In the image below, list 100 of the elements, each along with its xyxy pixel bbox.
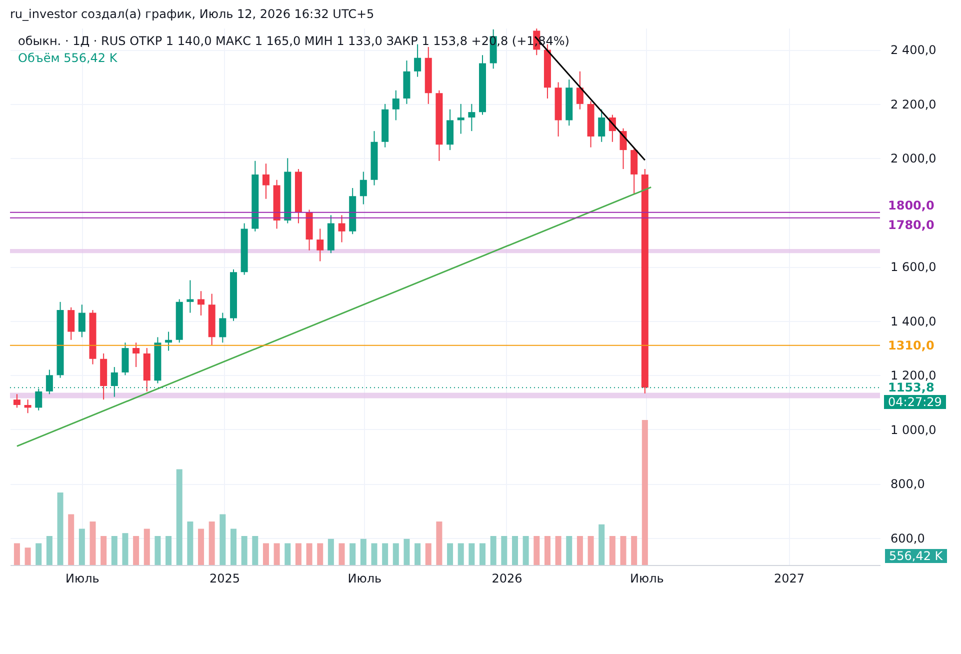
bar bbox=[306, 543, 312, 565]
bar bbox=[642, 420, 648, 565]
candlestick bbox=[219, 312, 226, 344]
ref-line-label: 1310,0 bbox=[888, 338, 934, 352]
y-tick-label: 1 200,0 bbox=[890, 368, 936, 383]
bar bbox=[425, 543, 432, 565]
bar bbox=[631, 536, 638, 565]
x-tick-label: Июль bbox=[348, 572, 382, 586]
text: 04:27:29 bbox=[884, 395, 946, 409]
annotation: Объём 556,42 K bbox=[18, 51, 118, 65]
bar bbox=[220, 514, 226, 565]
bar bbox=[36, 543, 42, 565]
x-tick-label: 2026 bbox=[492, 572, 522, 586]
text: 556,42 K bbox=[885, 549, 947, 563]
bar bbox=[338, 543, 345, 565]
bar bbox=[100, 536, 107, 565]
bar bbox=[598, 524, 605, 565]
bar bbox=[480, 543, 486, 565]
bar bbox=[241, 536, 248, 565]
candlestick bbox=[68, 306, 75, 340]
candlestick bbox=[598, 108, 606, 142]
bar bbox=[274, 543, 280, 565]
bar bbox=[566, 536, 572, 565]
bar bbox=[522, 536, 529, 565]
ref-line-label: 1153,8 bbox=[888, 380, 934, 395]
x-tick-label: Июль bbox=[66, 572, 100, 586]
bar bbox=[534, 536, 540, 565]
text: ru_investor создал(а) график, Июль 12, 2026 16:32 UTC+5 bbox=[10, 7, 374, 21]
bar bbox=[133, 536, 140, 565]
bar bbox=[230, 528, 236, 565]
bar bbox=[350, 543, 356, 565]
bar bbox=[447, 543, 454, 565]
bar bbox=[414, 543, 421, 565]
bar bbox=[262, 543, 269, 565]
bar bbox=[360, 538, 366, 565]
bar bbox=[154, 536, 161, 565]
bar bbox=[490, 536, 496, 565]
candlestick bbox=[414, 44, 422, 78]
bar bbox=[328, 538, 334, 565]
candlestick bbox=[360, 171, 367, 205]
candlestick bbox=[392, 90, 400, 121]
bar bbox=[620, 536, 626, 565]
bar bbox=[46, 536, 52, 565]
candlestick bbox=[13, 394, 20, 408]
bar bbox=[468, 543, 475, 565]
y-tick-label: 600,0 bbox=[890, 531, 925, 546]
bar bbox=[208, 522, 215, 565]
x-tick-label: 2027 bbox=[774, 572, 805, 586]
bar bbox=[111, 536, 118, 565]
bar bbox=[144, 528, 150, 565]
candlestick bbox=[468, 103, 476, 132]
candlestick bbox=[132, 342, 140, 368]
bar bbox=[404, 538, 410, 565]
y-tick-label: 2 000,0 bbox=[890, 152, 936, 166]
ref-line-label: 1800,0 bbox=[888, 198, 934, 212]
bar bbox=[295, 543, 302, 565]
bar bbox=[90, 522, 96, 565]
bar bbox=[187, 522, 194, 565]
candlestick bbox=[186, 280, 194, 314]
bar bbox=[284, 543, 291, 565]
x-tick-label: Июль bbox=[630, 572, 664, 586]
bar bbox=[576, 536, 583, 565]
bar bbox=[371, 543, 378, 565]
y-tick-label: 800,0 bbox=[890, 477, 925, 492]
bar bbox=[176, 469, 182, 565]
candlestick bbox=[198, 290, 205, 316]
candlestick bbox=[576, 70, 584, 110]
bar bbox=[166, 536, 172, 565]
bar bbox=[198, 528, 204, 565]
bar bbox=[14, 543, 20, 565]
candlestick bbox=[262, 163, 270, 200]
bar bbox=[122, 533, 128, 565]
y-tick-label: 1 000,0 bbox=[890, 422, 936, 437]
y-tick-label: 1 600,0 bbox=[890, 260, 936, 274]
bar bbox=[78, 528, 85, 565]
bar bbox=[57, 492, 64, 565]
y-tick-label: 1 400,0 bbox=[890, 314, 936, 328]
bar bbox=[392, 543, 399, 565]
candlestick bbox=[165, 331, 172, 352]
candlestick bbox=[24, 399, 32, 414]
bar bbox=[555, 536, 562, 565]
bar bbox=[501, 536, 508, 565]
bar bbox=[382, 543, 388, 565]
bar bbox=[317, 543, 324, 565]
candlestick bbox=[78, 304, 86, 338]
bar bbox=[512, 536, 518, 565]
bar bbox=[609, 536, 616, 565]
bar bbox=[252, 536, 258, 565]
bar bbox=[544, 536, 550, 565]
candlestick bbox=[457, 103, 464, 134]
y-tick-label: 2 400,0 bbox=[890, 43, 936, 58]
candlestick bbox=[316, 228, 324, 262]
ref-line-label: 1780,0 bbox=[888, 218, 934, 232]
candlestick bbox=[338, 214, 346, 243]
bar bbox=[436, 522, 442, 565]
bar bbox=[458, 543, 464, 565]
y-tick-label: 2 200,0 bbox=[890, 97, 936, 112]
bar bbox=[24, 548, 31, 565]
bar bbox=[68, 514, 74, 565]
x-tick-label: 2025 bbox=[209, 572, 240, 586]
